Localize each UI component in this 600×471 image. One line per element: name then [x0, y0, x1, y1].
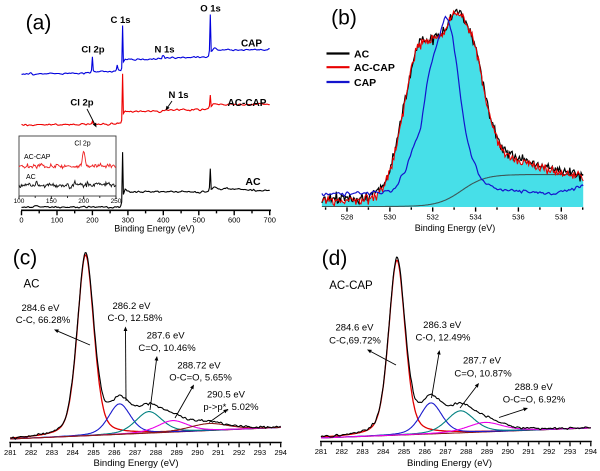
svg-text:290.5 eV: 290.5 eV — [207, 389, 246, 400]
svg-text:100: 100 — [14, 198, 25, 205]
svg-text:400: 400 — [157, 215, 170, 224]
svg-text:C-C, 66.28%: C-C, 66.28% — [16, 315, 71, 326]
svg-text:286: 286 — [419, 447, 432, 456]
svg-text:250: 250 — [111, 198, 122, 205]
svg-text:AC: AC — [245, 176, 261, 188]
svg-text:N 1s: N 1s — [168, 90, 188, 101]
svg-text:285: 285 — [87, 448, 100, 457]
svg-text:291: 291 — [212, 448, 225, 457]
svg-text:(a): (a) — [26, 12, 52, 35]
svg-text:294: 294 — [585, 447, 598, 456]
svg-text:CAP: CAP — [354, 77, 376, 89]
svg-text:293: 293 — [564, 447, 577, 456]
svg-text:286: 286 — [108, 448, 121, 457]
svg-text:287.6 eV: 287.6 eV — [147, 330, 186, 341]
svg-text:200: 200 — [78, 198, 89, 205]
svg-text:282: 282 — [336, 447, 349, 456]
svg-text:532: 532 — [426, 213, 439, 222]
svg-text:289: 289 — [481, 447, 494, 456]
svg-text:AC-CAP: AC-CAP — [228, 98, 267, 109]
svg-text:286.2 eV: 286.2 eV — [112, 301, 151, 312]
svg-text:C-C,69.72%: C-C,69.72% — [329, 335, 381, 346]
svg-text:281: 281 — [315, 447, 328, 456]
svg-text:Binding Energy (eV): Binding Energy (eV) — [415, 223, 496, 233]
svg-text:Binding Energy (eV): Binding Energy (eV) — [114, 223, 195, 233]
svg-text:(c): (c) — [13, 247, 38, 270]
svg-text:(d): (d) — [322, 247, 348, 270]
svg-text:281: 281 — [4, 448, 17, 457]
svg-text:p->p*, 5.02%: p->p*, 5.02% — [203, 402, 259, 413]
svg-text:C=O, 10.87%: C=O, 10.87% — [454, 368, 512, 379]
svg-text:600: 600 — [228, 215, 241, 224]
svg-text:288: 288 — [460, 447, 473, 456]
svg-text:Cl 2p: Cl 2p — [70, 98, 93, 109]
svg-text:Cl 2p: Cl 2p — [74, 141, 90, 148]
svg-text:AC: AC — [24, 278, 40, 290]
svg-text:O-C=O, 5.65%: O-C=O, 5.65% — [169, 373, 232, 384]
svg-text:536: 536 — [512, 213, 525, 222]
svg-text:292: 292 — [233, 448, 246, 457]
svg-text:290: 290 — [191, 448, 204, 457]
svg-text:C=O, 10.46%: C=O, 10.46% — [138, 343, 196, 354]
svg-text:0: 0 — [19, 215, 23, 224]
svg-text:AC: AC — [354, 48, 370, 60]
svg-text:287: 287 — [129, 448, 142, 457]
svg-text:534: 534 — [469, 213, 482, 222]
svg-text:282: 282 — [25, 448, 38, 457]
svg-text:285: 285 — [398, 447, 411, 456]
svg-text:284: 284 — [66, 448, 79, 457]
svg-text:294: 294 — [274, 448, 287, 457]
svg-text:287: 287 — [439, 447, 452, 456]
svg-text:200: 200 — [86, 215, 99, 224]
svg-text:283: 283 — [356, 447, 369, 456]
svg-text:283: 283 — [46, 448, 59, 457]
svg-text:284: 284 — [377, 447, 390, 456]
svg-text:288: 288 — [150, 448, 163, 457]
svg-text:500: 500 — [193, 215, 206, 224]
svg-text:528: 528 — [341, 213, 354, 222]
svg-text:538: 538 — [555, 213, 568, 222]
svg-text:700: 700 — [263, 215, 276, 224]
svg-text:O-C=O, 6.92%: O-C=O, 6.92% — [503, 395, 566, 406]
svg-text:Binding Energy (eV): Binding Energy (eV) — [93, 458, 178, 469]
svg-text:284.6 eV: 284.6 eV — [21, 303, 60, 314]
svg-text:150: 150 — [46, 198, 57, 205]
svg-text:288.72 eV: 288.72 eV — [177, 361, 221, 372]
svg-text:Cl 2p: Cl 2p — [81, 45, 104, 56]
svg-text:300: 300 — [122, 215, 135, 224]
svg-text:(b): (b) — [331, 7, 357, 30]
svg-text:293: 293 — [254, 448, 267, 457]
svg-text:O 1s: O 1s — [200, 4, 221, 15]
svg-text:284.6 eV: 284.6 eV — [335, 323, 374, 334]
svg-text:292: 292 — [543, 447, 556, 456]
svg-text:291: 291 — [522, 447, 535, 456]
svg-text:287.7 eV: 287.7 eV — [463, 356, 502, 367]
svg-text:CAP: CAP — [241, 38, 262, 49]
svg-text:AC-CAP: AC-CAP — [24, 154, 51, 161]
svg-text:290: 290 — [502, 447, 515, 456]
svg-text:286.3 eV: 286.3 eV — [423, 320, 462, 331]
svg-text:289: 289 — [170, 448, 183, 457]
svg-text:C-O, 12.49%: C-O, 12.49% — [416, 333, 471, 344]
svg-text:C-O, 12.58%: C-O, 12.58% — [108, 313, 163, 324]
svg-text:288.9 eV: 288.9 eV — [515, 382, 554, 393]
svg-text:AC-CAP: AC-CAP — [354, 62, 395, 74]
svg-text:C 1s: C 1s — [110, 15, 130, 26]
svg-text:Binding Energy (eV): Binding Energy (eV) — [407, 458, 492, 469]
svg-text:530: 530 — [384, 213, 397, 222]
svg-text:100: 100 — [51, 215, 64, 224]
svg-text:AC-CAP: AC-CAP — [329, 280, 373, 292]
svg-text:N 1s: N 1s — [154, 45, 174, 56]
svg-text:AC: AC — [26, 174, 36, 181]
